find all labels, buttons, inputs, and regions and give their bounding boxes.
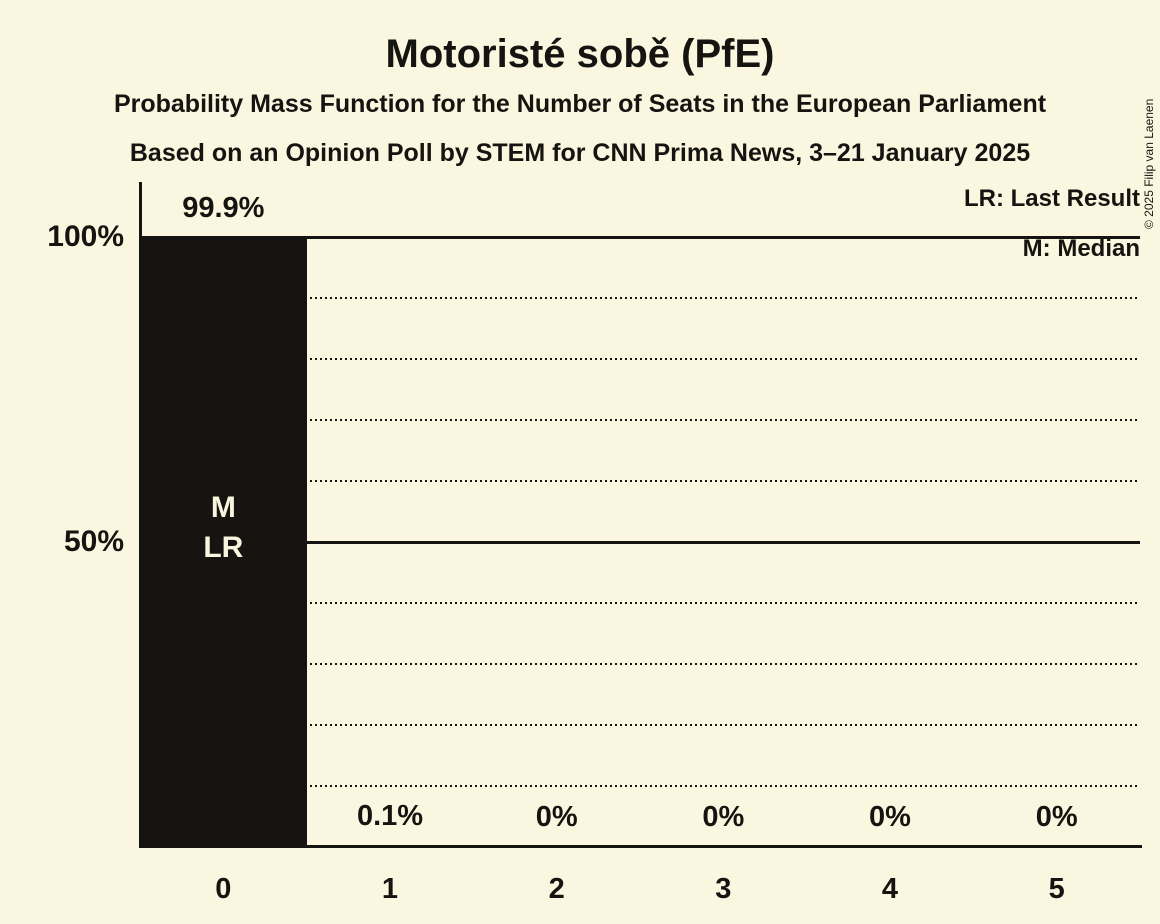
- gridline-60-dotted: [140, 480, 1140, 482]
- y-tick-label-50: 50%: [63, 525, 124, 558]
- median-marker-label: M: [210, 491, 236, 524]
- legend-last-result: LR: Last Result: [963, 185, 1140, 212]
- x-tick-label-seat-5: 5: [1048, 873, 1065, 905]
- gridline-70-dotted: [140, 419, 1140, 421]
- gridline-30-dotted: [140, 663, 1140, 665]
- gridline-40-dotted: [140, 602, 1140, 604]
- x-tick-label-seat-0: 0: [215, 873, 232, 905]
- x-tick-label-seat-4: 4: [881, 873, 899, 905]
- y-tick-label-100: 100%: [47, 220, 124, 253]
- x-tick-label-seat-2: 2: [548, 873, 565, 905]
- median-last-result-marker: M LR: [140, 488, 306, 568]
- bar-value-label-seat-5: 0%: [1035, 801, 1078, 833]
- x-tick-label-seat-1: 1: [381, 873, 399, 905]
- bar-value-label-seat-4: 0%: [869, 801, 911, 833]
- chart-source-line: Based on an Opinion Poll by STEM for CNN…: [129, 139, 1031, 167]
- gridline-50-solid: [140, 540, 1140, 544]
- last-result-marker-label: LR: [203, 531, 244, 564]
- gridline-100-solid: [140, 235, 1140, 239]
- x-tick-label-seat-3: 3: [715, 873, 732, 905]
- copyright-notice: © 2025 Filip van Laenen: [1142, 98, 1156, 229]
- legend-median: M: Median: [1022, 235, 1140, 262]
- gridline-80-dotted: [140, 358, 1140, 360]
- gridline-10-dotted: [140, 785, 1140, 787]
- bar-value-label-seat-1: 0.1%: [356, 800, 424, 833]
- x-axis: [139, 845, 1142, 848]
- bar-value-label-seat-2: 0%: [535, 801, 578, 833]
- gridline-20-dotted: [140, 724, 1140, 726]
- chart-subtitle: Probability Mass Function for the Number…: [113, 90, 1047, 118]
- bar-value-label-seat-0: 99.9%: [182, 191, 265, 224]
- probability-bar-seat-0: [140, 237, 307, 847]
- gridline-90-dotted: [140, 297, 1140, 299]
- bar-value-label-seat-3: 0%: [702, 801, 745, 833]
- page-title: Motoristé sobě (PfE): [385, 32, 775, 76]
